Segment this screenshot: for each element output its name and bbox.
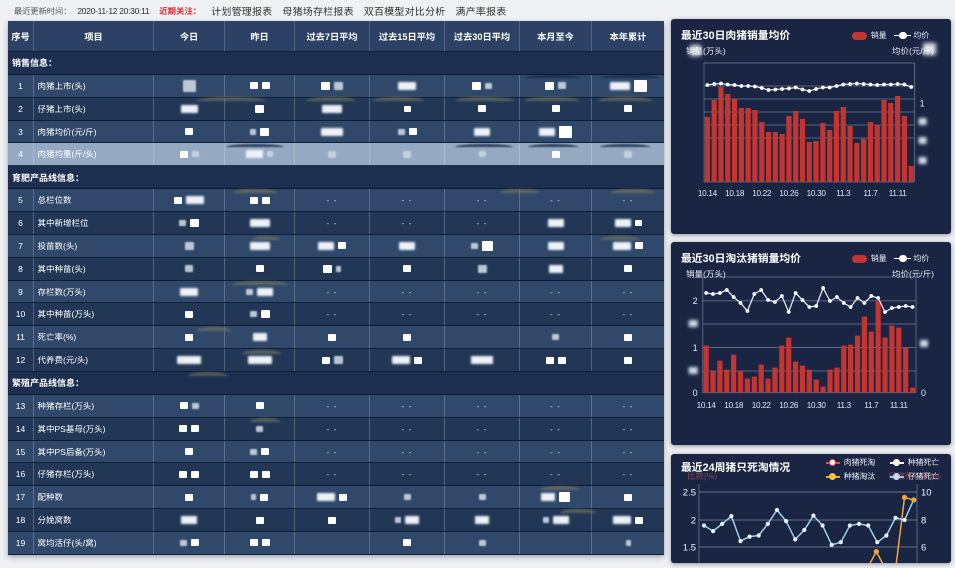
svg-text:10.14: 10.14: [698, 189, 718, 198]
svg-text:2: 2: [691, 516, 696, 527]
svg-text:1: 1: [920, 99, 925, 109]
svg-text:10.30: 10.30: [807, 189, 827, 198]
svg-text:10.22: 10.22: [752, 401, 772, 410]
svg-text:10.30: 10.30: [807, 401, 827, 410]
svg-text:10.26: 10.26: [779, 401, 799, 410]
svg-text:11.11: 11.11: [889, 189, 908, 198]
svg-text:1: 1: [693, 343, 698, 353]
svg-text:10.18: 10.18: [724, 401, 744, 410]
svg-text:10.26: 10.26: [779, 189, 799, 198]
svg-text:11.7: 11.7: [863, 189, 878, 198]
svg-text:0: 0: [921, 388, 926, 398]
svg-text:10.22: 10.22: [752, 189, 772, 198]
svg-text:10: 10: [921, 488, 932, 499]
svg-text:11.3: 11.3: [836, 189, 851, 198]
svg-text:6: 6: [921, 543, 926, 554]
svg-text:11.3: 11.3: [837, 401, 852, 410]
svg-text:10.18: 10.18: [725, 189, 745, 198]
svg-text:10.14: 10.14: [697, 401, 717, 410]
svg-text:1.5: 1.5: [683, 543, 696, 554]
svg-text:11.11: 11.11: [890, 401, 909, 410]
svg-text:11.7: 11.7: [864, 401, 879, 410]
svg-text:2.5: 2.5: [683, 488, 696, 499]
svg-text:2: 2: [693, 296, 698, 306]
svg-text:0: 0: [693, 388, 698, 398]
svg-text:8: 8: [921, 516, 926, 527]
